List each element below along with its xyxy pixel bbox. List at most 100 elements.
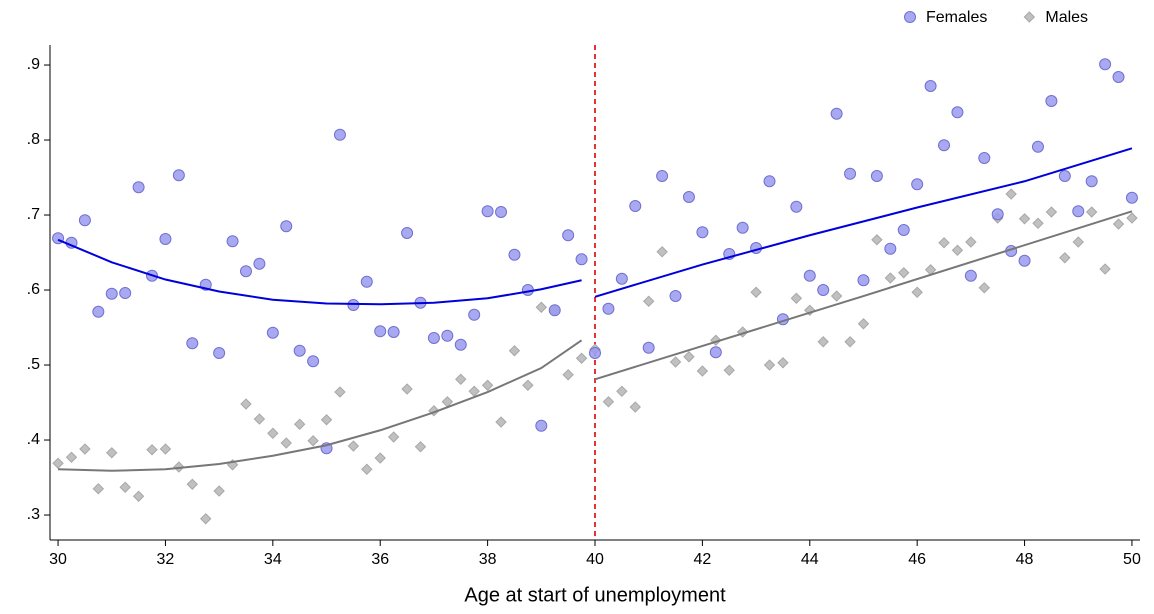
data-point [535, 419, 548, 432]
data-point [280, 220, 293, 233]
data-point [240, 398, 252, 410]
y-tick-label: .6 [27, 281, 40, 298]
data-point [1125, 191, 1138, 204]
data-point [401, 227, 414, 240]
data-point [1032, 217, 1044, 229]
data-point [428, 405, 440, 417]
data-point [602, 302, 615, 315]
data-point [454, 338, 467, 351]
data-point [334, 386, 346, 398]
data-point [964, 269, 977, 282]
x-tick-label: 44 [801, 551, 819, 568]
data-point [293, 418, 306, 430]
data-point [857, 318, 870, 330]
data-point [723, 364, 735, 376]
x-tick-label: 50 [1123, 551, 1141, 568]
data-point [347, 440, 360, 452]
data-point [78, 214, 91, 227]
data-point [65, 451, 78, 463]
data-point [938, 139, 951, 152]
data-point [589, 347, 601, 360]
data-point [52, 457, 64, 469]
data-point [1018, 213, 1031, 225]
data-point [790, 200, 803, 213]
fit-line [594, 147, 1133, 298]
data-point [508, 345, 521, 357]
data-point [441, 329, 454, 342]
data-point [978, 282, 990, 294]
data-point [844, 336, 856, 348]
data-point [803, 269, 816, 282]
data-point [132, 490, 145, 502]
data-point [239, 265, 252, 278]
data-point [186, 478, 198, 490]
data-point [924, 80, 937, 93]
data-point [495, 206, 508, 219]
data-point [736, 221, 749, 234]
data-point [548, 304, 561, 317]
data-point [1005, 188, 1017, 200]
y-tick-label: .7 [27, 206, 40, 223]
data-point [911, 286, 923, 298]
data-point [267, 427, 279, 439]
data-point [200, 513, 212, 525]
x-tick-label: 30 [49, 551, 67, 568]
x-tick-label: 46 [908, 551, 926, 568]
x-tick-label: 32 [157, 551, 175, 568]
data-point [1126, 212, 1138, 224]
data-point [1059, 252, 1071, 264]
data-point [293, 344, 306, 357]
data-point [1085, 175, 1098, 188]
data-point [898, 267, 910, 279]
data-point [468, 308, 481, 321]
data-point [106, 447, 118, 459]
data-point [266, 326, 279, 339]
legend-marker [1023, 11, 1036, 23]
data-point [870, 170, 883, 183]
data-point [575, 352, 588, 364]
data-point [871, 234, 883, 246]
data-point [159, 443, 172, 455]
data-point [481, 205, 494, 218]
data-point [696, 226, 709, 239]
data-point [427, 332, 440, 345]
y-tick-label: .9 [27, 56, 40, 73]
data-point [146, 444, 158, 456]
data-point [669, 356, 682, 368]
data-point [307, 355, 320, 368]
data-point [1099, 58, 1112, 71]
data-point [669, 290, 682, 303]
x-tick-label: 36 [371, 551, 389, 568]
y-tick-label: .4 [27, 431, 40, 448]
data-point [830, 107, 843, 120]
legend-label: Males [1045, 9, 1088, 26]
data-point [844, 167, 857, 180]
x-tick-label: 40 [586, 551, 604, 568]
data-point [991, 208, 1004, 221]
data-point [562, 369, 574, 381]
fit-line [58, 339, 583, 472]
data-point [683, 351, 695, 363]
x-tick-label: 48 [1016, 551, 1034, 568]
data-point [777, 357, 789, 369]
data-point [361, 463, 373, 475]
data-point [253, 413, 266, 425]
data-point [119, 287, 132, 300]
data-point [750, 286, 762, 298]
data-point [508, 248, 521, 261]
data-point [387, 326, 400, 339]
data-point [455, 373, 467, 385]
data-point [401, 383, 413, 395]
data-point [1085, 206, 1098, 218]
y-tick-label: .8 [27, 131, 40, 148]
data-point [602, 396, 615, 408]
data-point [951, 244, 964, 256]
data-point [817, 284, 830, 297]
data-point [535, 301, 548, 313]
data-point [1058, 170, 1071, 183]
data-point [132, 181, 145, 194]
data-point [374, 452, 386, 464]
x-tick-label: 42 [693, 551, 711, 568]
x-axis-title: Age at start of unemployment [464, 584, 726, 606]
